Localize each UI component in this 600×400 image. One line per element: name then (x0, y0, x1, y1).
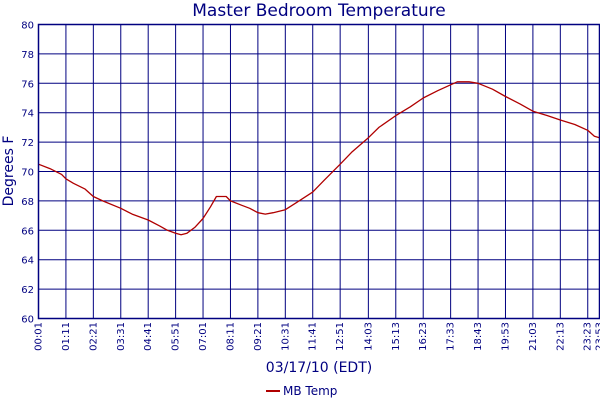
x-tick-label: 08:11 (225, 322, 236, 351)
x-tick-label: 04:41 (143, 322, 154, 351)
x-tick-label: 16:23 (418, 322, 429, 351)
x-tick-labels: 00:01 01:11 02:21 03:31 04:41 05:51 07:01 08:11… (34, 322, 600, 351)
legend-label-mb-temp: MB Temp (283, 384, 337, 398)
x-tick-label: 18:43 (473, 322, 484, 351)
x-axis-label: 03/17/10 (EDT) (266, 360, 372, 376)
y-tick-label: 80 (21, 21, 34, 32)
x-tick-label: 21:03 (528, 322, 539, 351)
x-tick-label: 12:51 (335, 322, 346, 351)
x-tick-label: 11:41 (308, 322, 319, 351)
y-tick-label: 66 (21, 226, 34, 237)
y-tick-label: 76 (21, 79, 34, 90)
series-group (38, 81, 600, 236)
x-tick-label: 14:03 (363, 322, 374, 351)
y-axis-label: Degrees F (1, 136, 17, 207)
x-tick-label: 19:53 (500, 322, 511, 351)
y-tick-label: 70 (21, 168, 34, 179)
y-tick-label: 72 (21, 138, 34, 149)
x-tick-label: 23:53 (595, 322, 600, 351)
y-tick-label: 68 (21, 197, 34, 208)
y-tick-labels: 60 62 64 66 68 70 72 74 76 78 80 (21, 21, 34, 326)
x-tick-label: 02:21 (88, 322, 99, 351)
y-tick-label: 74 (21, 109, 34, 120)
x-tick-label: 00:01 (34, 322, 45, 351)
y-tick-label: 60 (21, 315, 34, 326)
x-tick-label: 15:13 (391, 322, 402, 351)
series-line-mb-temp (38, 81, 600, 236)
x-tick-label: 22:13 (555, 322, 566, 351)
y-tick-label: 64 (21, 256, 34, 267)
x-tick-label: 07:01 (198, 322, 209, 351)
x-tick-label: 23:23 (583, 322, 594, 351)
x-tick-label: 09:21 (253, 322, 264, 351)
x-tick-label: 10:31 (280, 322, 291, 351)
chart-title: Master Bedroom Temperature (192, 1, 445, 21)
x-tick-label: 01:11 (61, 322, 72, 351)
x-tick-label: 05:51 (171, 322, 182, 351)
x-tick-label: 03:31 (116, 322, 127, 351)
legend: MB Temp (266, 384, 337, 398)
y-tick-label: 78 (21, 50, 34, 61)
y-tick-label: 62 (21, 285, 34, 296)
x-tick-label: 17:33 (446, 322, 457, 351)
